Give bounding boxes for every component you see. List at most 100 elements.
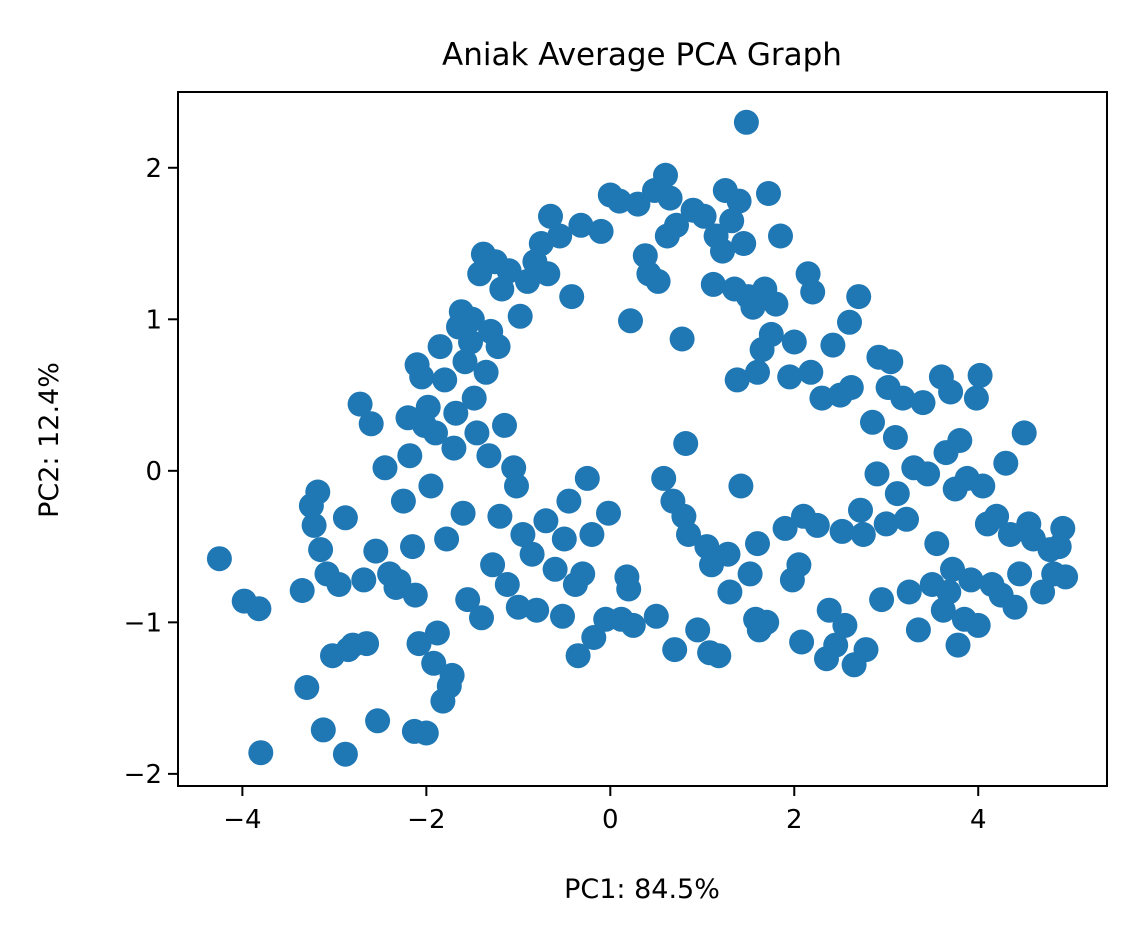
data-point	[786, 552, 812, 578]
data-point	[970, 473, 996, 499]
data-point	[409, 364, 435, 390]
data-point	[737, 561, 763, 587]
data-point	[607, 188, 632, 214]
data-point	[351, 567, 377, 593]
data-point	[289, 578, 315, 603]
data-point	[424, 620, 450, 646]
data-point	[372, 455, 398, 481]
data-point	[390, 488, 416, 514]
data-point	[777, 364, 803, 390]
data-point	[439, 662, 465, 688]
data-point	[310, 717, 336, 743]
data-point	[519, 541, 545, 567]
data-point	[505, 594, 531, 620]
data-point	[890, 385, 916, 411]
data-point	[515, 268, 540, 294]
x-tick-label: 2	[786, 805, 803, 835]
data-point	[365, 708, 391, 734]
y-tick-label: 1	[145, 305, 162, 335]
data-point	[443, 400, 469, 426]
data-point	[884, 481, 910, 507]
data-point	[550, 603, 575, 629]
data-point	[965, 612, 991, 638]
data-point	[756, 181, 781, 206]
data-point	[816, 597, 842, 623]
data-point	[717, 579, 743, 605]
data-point	[568, 212, 594, 238]
data-point	[837, 309, 862, 335]
data-point	[662, 637, 688, 663]
data-point	[910, 390, 936, 416]
data-point	[664, 212, 689, 238]
data-point	[763, 291, 789, 317]
x-axis-ticks: −4 −2 0 2 4	[223, 786, 987, 835]
data-point	[524, 597, 550, 623]
data-point	[625, 191, 651, 217]
data-point	[455, 587, 481, 613]
x-tick-label: 0	[602, 805, 619, 835]
y-tick-label: −1	[124, 608, 162, 638]
data-point	[397, 443, 423, 469]
data-point	[616, 576, 642, 602]
data-point	[574, 465, 600, 491]
data-point	[938, 379, 964, 405]
data-point	[473, 359, 499, 385]
data-point	[301, 512, 327, 538]
data-point	[434, 526, 460, 552]
y-tick-label: −2	[124, 760, 162, 790]
data-point	[993, 450, 1019, 476]
data-point	[596, 500, 621, 526]
data-point	[559, 284, 585, 310]
data-point	[246, 596, 272, 622]
data-point	[947, 428, 973, 453]
data-point	[450, 500, 476, 526]
data-point	[848, 497, 873, 523]
data-point	[997, 522, 1023, 547]
data-point	[1002, 594, 1028, 620]
data-point	[657, 185, 683, 211]
data-point	[691, 203, 717, 229]
data-point	[860, 409, 885, 435]
data-point	[570, 561, 596, 587]
data-point	[413, 720, 439, 746]
data-point	[829, 518, 855, 544]
y-axis-label: PC2: 12.4%	[34, 362, 65, 518]
plot-frame	[177, 91, 1108, 787]
data-point	[452, 349, 478, 375]
data-point	[480, 552, 506, 578]
data-point	[332, 505, 358, 531]
data-point	[363, 538, 389, 564]
data-point	[882, 425, 908, 450]
data-point	[400, 534, 425, 560]
y-tick-label: 2	[145, 154, 162, 184]
data-point	[719, 208, 745, 234]
data-point	[423, 420, 448, 446]
data-point	[963, 385, 989, 411]
chart-title: Aniak Average PCA Graph	[442, 37, 842, 73]
data-point	[547, 223, 573, 249]
data-point	[464, 420, 490, 446]
data-point	[700, 271, 726, 297]
data-point	[864, 461, 890, 487]
data-point	[427, 334, 453, 360]
data-point	[504, 473, 529, 499]
data-point	[710, 238, 735, 264]
data-point	[332, 741, 358, 767]
data-point	[1011, 420, 1037, 446]
data-point	[469, 605, 494, 631]
data-points	[206, 109, 1079, 767]
data-point	[823, 632, 849, 658]
data-point	[358, 411, 384, 437]
data-point	[507, 303, 533, 329]
data-point	[846, 284, 872, 310]
data-point	[1053, 564, 1079, 590]
data-point	[878, 349, 904, 375]
data-point	[768, 223, 793, 249]
data-point	[476, 443, 502, 469]
data-point	[781, 329, 807, 355]
data-point	[406, 631, 432, 657]
x-tick-label: −2	[407, 805, 445, 835]
data-point	[496, 258, 522, 284]
data-point	[535, 261, 561, 287]
data-point	[458, 329, 483, 355]
